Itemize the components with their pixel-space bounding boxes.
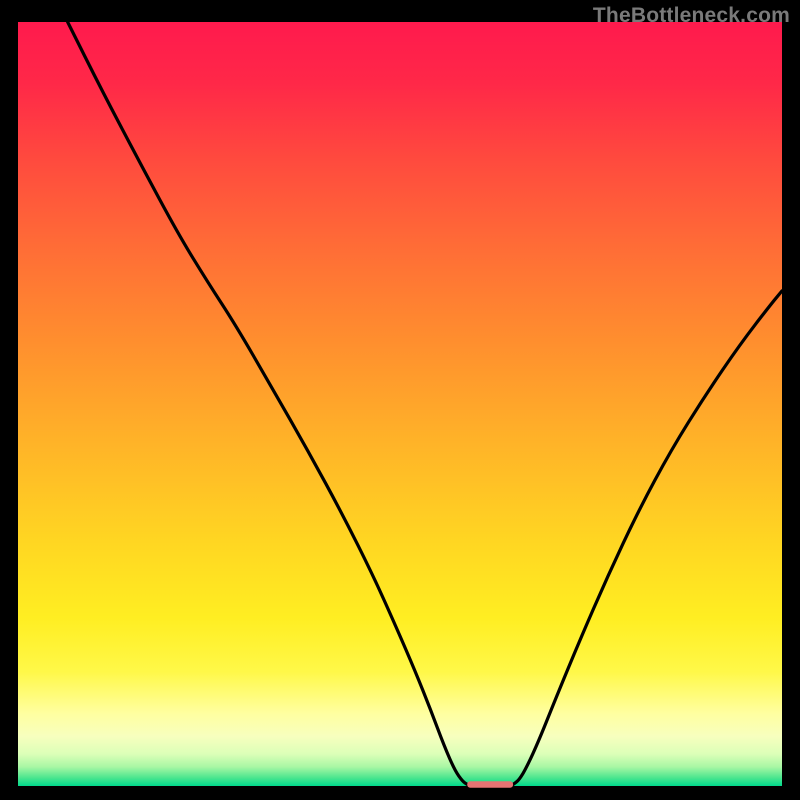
plot-area xyxy=(18,22,782,786)
bottom-marker xyxy=(467,781,513,787)
attribution-label: TheBottleneck.com xyxy=(593,4,790,28)
chart-stage: TheBottleneck.com xyxy=(0,0,800,800)
bottleneck-chart xyxy=(0,0,800,800)
